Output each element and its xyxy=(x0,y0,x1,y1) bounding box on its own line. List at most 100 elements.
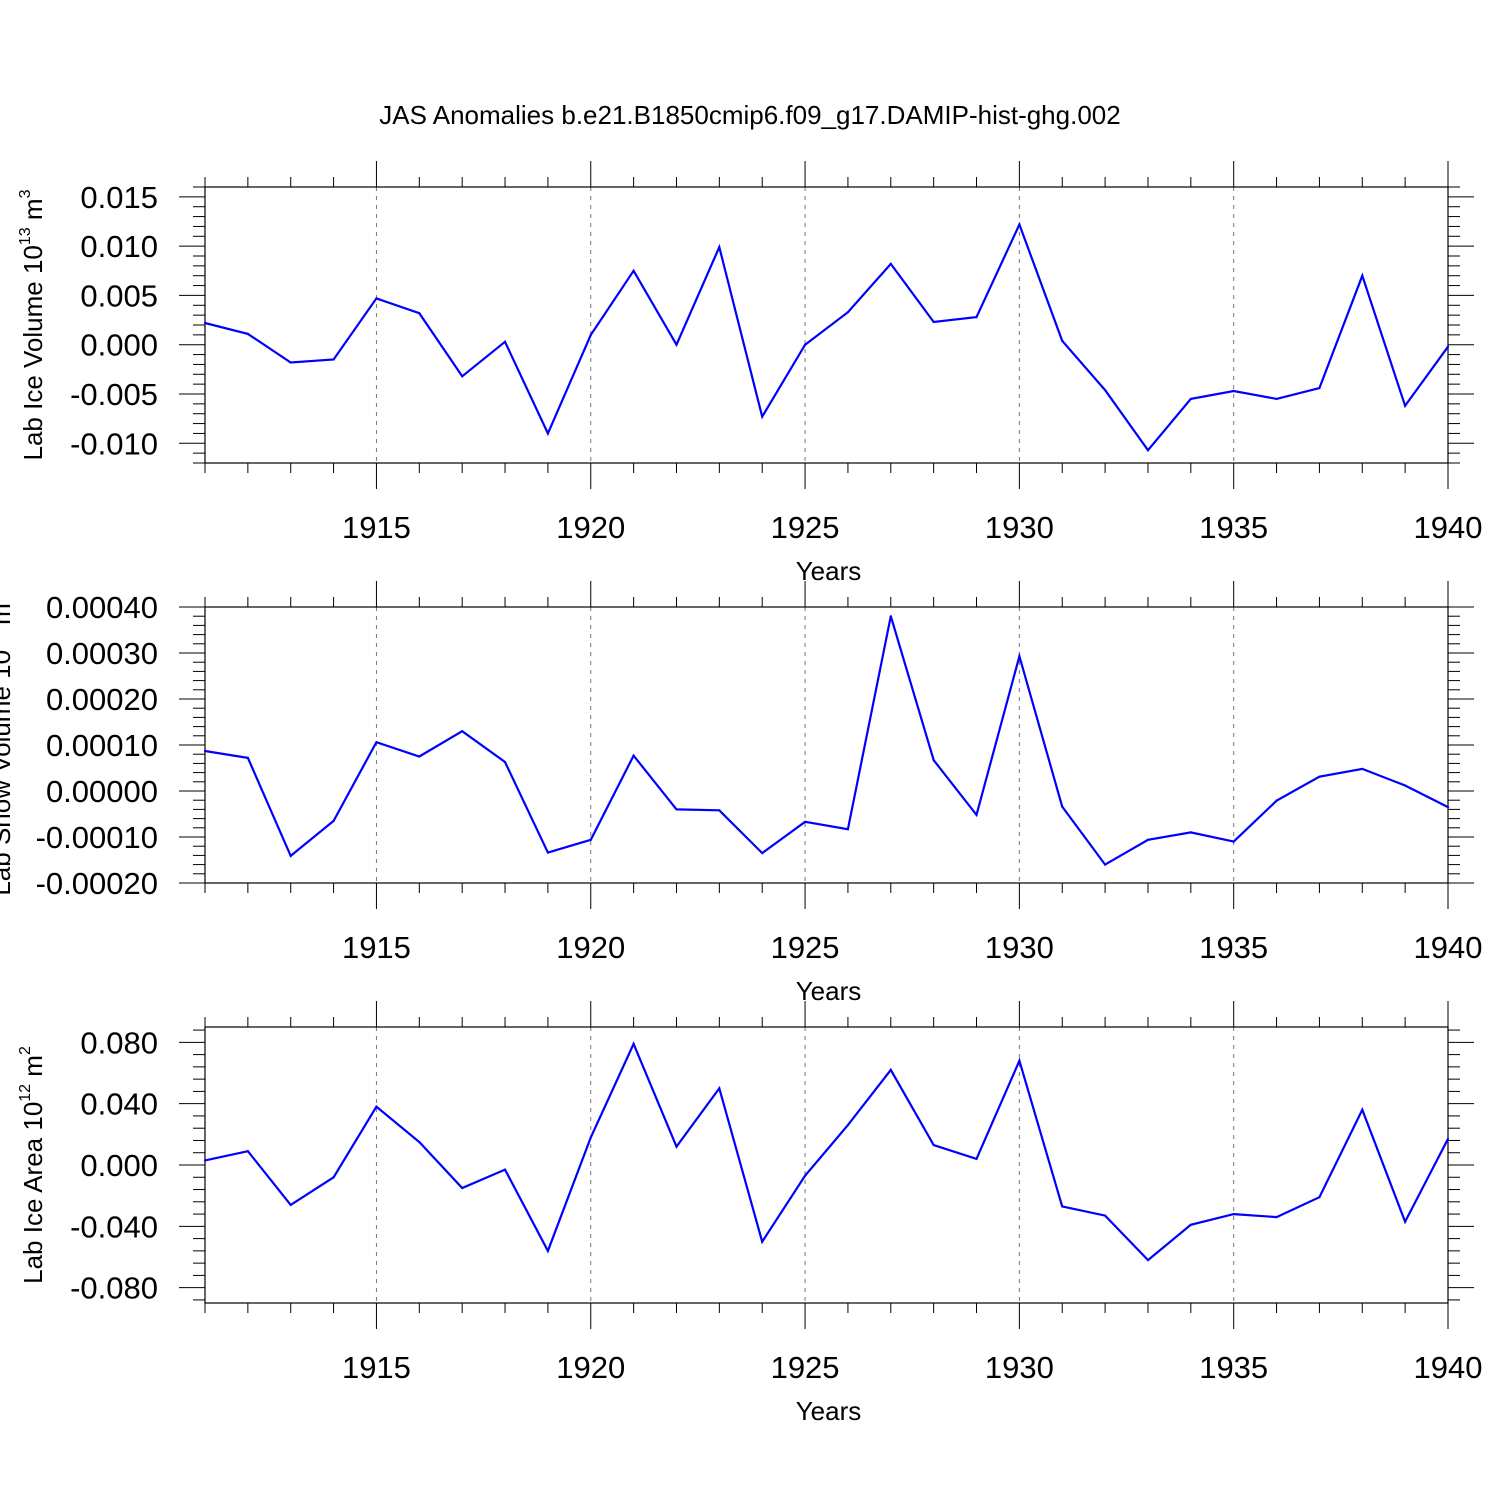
y-axis-label-superscript: 13 xyxy=(17,227,34,245)
y-tick-label: -0.080 xyxy=(70,1271,158,1306)
x-tick-label: 1915 xyxy=(342,510,411,545)
data-point xyxy=(246,332,249,335)
data-point xyxy=(375,741,378,744)
data-point xyxy=(761,415,764,418)
y-tick-label: 0.00040 xyxy=(46,590,158,625)
data-point xyxy=(1275,1216,1278,1219)
y-tick-label: 0.00020 xyxy=(46,682,158,717)
plot-frame xyxy=(204,606,1449,884)
data-point xyxy=(1361,1108,1364,1111)
plot-frame xyxy=(204,1026,1449,1304)
data-point xyxy=(1232,1212,1235,1216)
data-point xyxy=(803,1174,807,1177)
y-axis-label-text: Lab Ice Volume 10 xyxy=(18,245,48,460)
y-axis-label: Lab Snow Volume 1012 m3 xyxy=(0,594,16,895)
data-point xyxy=(589,333,592,336)
data-point xyxy=(1446,806,1450,809)
data-point xyxy=(418,755,421,758)
data-point xyxy=(675,1145,678,1148)
y-tick-label: 0.005 xyxy=(80,278,158,313)
y-axis-label-superscript: 12 xyxy=(17,1084,34,1102)
x-tick-label: 1920 xyxy=(556,510,625,545)
data-point xyxy=(1318,386,1321,390)
data-point xyxy=(1446,345,1450,348)
data-point xyxy=(546,432,549,435)
data-point xyxy=(289,854,292,857)
x-tick-label: 1930 xyxy=(985,930,1054,965)
x-tick-label: 1935 xyxy=(1199,510,1268,545)
y-tick-label: -0.040 xyxy=(70,1209,158,1244)
data-point xyxy=(503,340,507,343)
data-point xyxy=(1104,1214,1107,1217)
x-tick-label: 1920 xyxy=(556,1350,625,1385)
x-tick-label: 1925 xyxy=(771,1350,840,1385)
y-tick-label: 0.040 xyxy=(80,1087,158,1122)
series-line xyxy=(204,221,1449,452)
y-tick-label: -0.010 xyxy=(70,426,158,461)
y-axis-label-text: Lab Ice Area 10 xyxy=(18,1102,48,1284)
series-line xyxy=(204,615,1449,867)
data-point xyxy=(1404,404,1407,407)
data-point xyxy=(718,246,721,249)
y-axis-label-superscript: 3 xyxy=(0,594,2,603)
x-tick-label: 1935 xyxy=(1199,1350,1268,1385)
y-axis-label-superscript: 12 xyxy=(0,632,2,650)
plot-frame xyxy=(204,186,1449,464)
panel-2: 1915 1920 1925 1930 1935 1940 Years -0.00020 -0.… xyxy=(0,581,1482,1006)
data-point xyxy=(461,730,464,733)
data-point xyxy=(503,760,507,764)
y-tick-label: 0.015 xyxy=(80,180,158,215)
y-axis-label-superscript: 3 xyxy=(17,189,34,198)
data-point xyxy=(846,828,850,831)
data-point xyxy=(461,375,464,378)
data-point xyxy=(332,358,335,361)
data-point xyxy=(418,312,421,315)
x-tick-label: 1925 xyxy=(771,930,840,965)
data-point xyxy=(761,852,764,855)
data-point xyxy=(546,1249,549,1252)
data-point xyxy=(1318,775,1321,778)
data-point xyxy=(803,820,807,823)
x-tick-label: 1930 xyxy=(985,1350,1054,1385)
x-tick-label: 1935 xyxy=(1199,930,1268,965)
data-point xyxy=(846,311,850,314)
y-tick-label: 0.00010 xyxy=(46,728,158,763)
chart-title: JAS Anomalies b.e21.B1850cmip6.f09_g17.D… xyxy=(379,100,1120,130)
chart-panels: 1915 1920 1925 1930 1935 1940 Years -0.010 -0.00… xyxy=(0,161,1482,1426)
data-point xyxy=(1361,274,1364,277)
y-tick-label: -0.00020 xyxy=(36,866,158,901)
y-axis-label-text: m xyxy=(18,1055,48,1084)
data-point xyxy=(889,615,892,618)
data-point xyxy=(1104,388,1107,392)
data-point xyxy=(932,1143,935,1147)
data-point xyxy=(761,1240,764,1243)
data-point xyxy=(675,808,678,811)
data-point xyxy=(503,1168,507,1171)
data-point xyxy=(1275,397,1278,401)
data-point xyxy=(246,1150,249,1153)
data-point xyxy=(1404,1220,1407,1223)
data-point xyxy=(332,1176,335,1179)
data-point xyxy=(246,756,249,759)
y-axis-label-text: m xyxy=(18,198,48,227)
data-point xyxy=(932,759,935,762)
x-axis-label: Years xyxy=(796,1396,862,1426)
x-tick-label: 1915 xyxy=(342,1350,411,1385)
data-point xyxy=(289,361,292,364)
data-point xyxy=(1189,397,1192,401)
data-point xyxy=(375,297,378,300)
data-point xyxy=(975,316,978,319)
data-point xyxy=(1018,655,1021,658)
data-point xyxy=(1146,449,1150,452)
x-tick-label: 1940 xyxy=(1414,1350,1483,1385)
data-point xyxy=(1061,805,1064,808)
x-tick-label: 1940 xyxy=(1414,510,1483,545)
data-point xyxy=(1061,339,1064,342)
y-axis-label-text: m xyxy=(0,603,16,632)
data-point xyxy=(1232,840,1235,843)
series-line xyxy=(204,1041,1449,1262)
data-point xyxy=(1189,831,1192,834)
y-tick-label: 0.00000 xyxy=(46,774,158,809)
data-point xyxy=(632,269,635,272)
y-tick-label: -0.00010 xyxy=(36,820,158,855)
